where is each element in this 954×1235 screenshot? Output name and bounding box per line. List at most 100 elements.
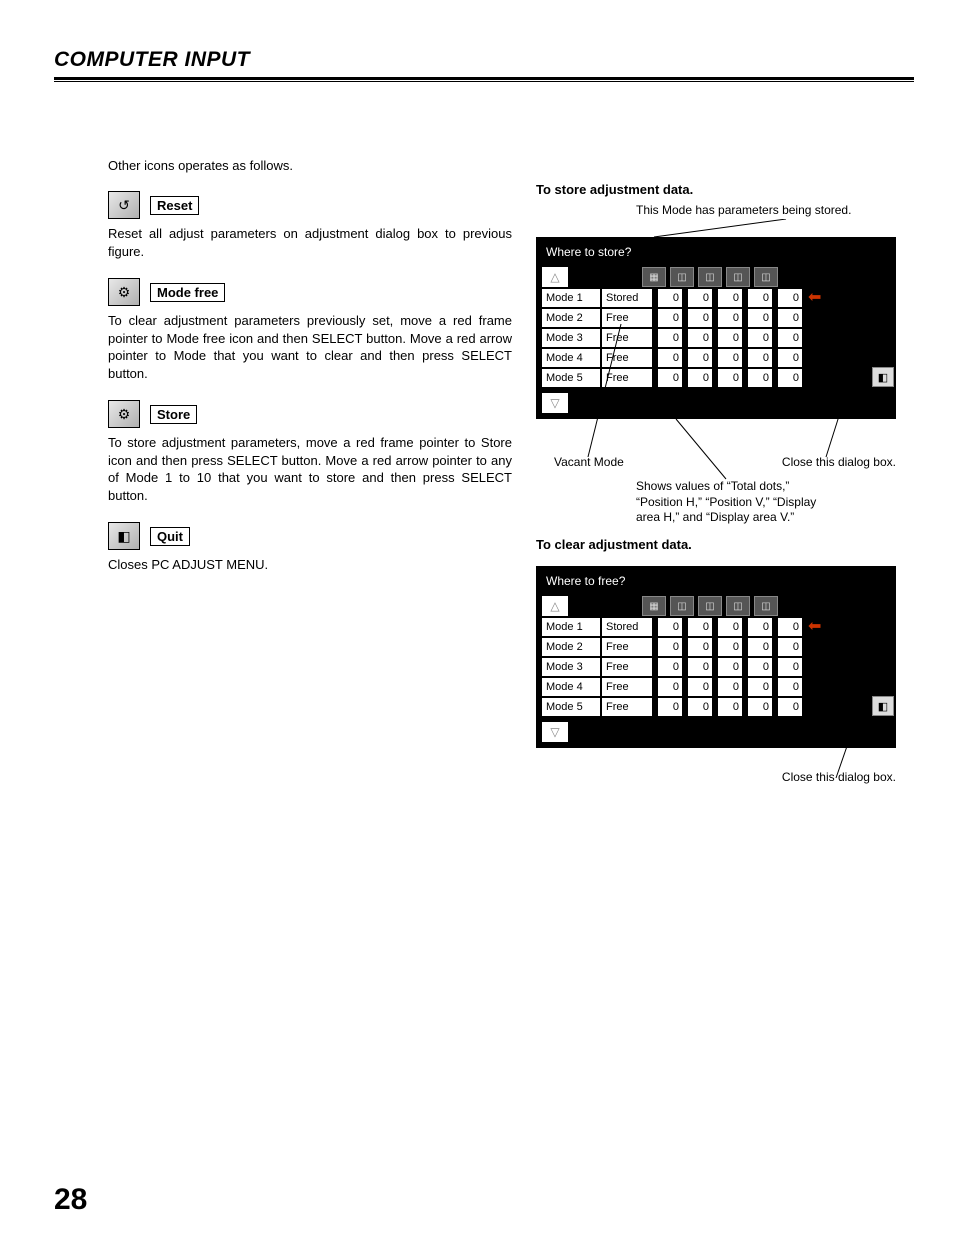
mode-value-cell: 0 xyxy=(748,349,772,367)
mode-value-cell: 0 xyxy=(778,618,802,636)
store-row: ⚙ Store xyxy=(108,400,512,428)
mode-value-cell: 0 xyxy=(748,698,772,716)
scroll-up-button[interactable]: △ xyxy=(542,267,568,287)
callout-stored-mode: This Mode has parameters being stored. xyxy=(636,203,896,217)
mode-row[interactable]: Mode 3Free00000 xyxy=(540,329,892,347)
mode-row[interactable]: Mode 1Stored00000⬅ xyxy=(540,289,892,307)
column-header-icon: ▦ xyxy=(642,596,666,616)
store-desc: To store adjustment parameters, move a r… xyxy=(108,434,512,504)
mode-status-cell: Free xyxy=(602,369,652,387)
mode-name-cell: Mode 5 xyxy=(542,698,600,716)
mode-status-cell: Stored xyxy=(602,289,652,307)
mode-value-cell: 0 xyxy=(688,349,712,367)
mode-value-cell: 0 xyxy=(748,289,772,307)
scroll-up-button[interactable]: △ xyxy=(542,596,568,616)
close-dialog-icon[interactable]: ◧ xyxy=(872,696,894,716)
mode-value-cell: 0 xyxy=(688,369,712,387)
mode-value-cell: 0 xyxy=(778,698,802,716)
mode-row[interactable]: Mode 4Free00000 xyxy=(540,678,892,696)
mode-value-cell: 0 xyxy=(748,658,772,676)
mode-name-cell: Mode 5 xyxy=(542,369,600,387)
column-header-icon: ◫ xyxy=(698,596,722,616)
column-header-icon: ◫ xyxy=(698,267,722,287)
mode-status-cell: Free xyxy=(602,638,652,656)
mode-value-cell: 0 xyxy=(748,638,772,656)
mode-status-cell: Free xyxy=(602,329,652,347)
mode-value-cell: 0 xyxy=(748,309,772,327)
reset-desc: Reset all adjust parameters on adjustmen… xyxy=(108,225,512,260)
mode-name-cell: Mode 4 xyxy=(542,349,600,367)
clear-dialog: Where to free? △ ▦◫◫◫◫ Mode 1Stored00000… xyxy=(536,566,896,748)
scroll-down-button[interactable]: ▽ xyxy=(542,722,568,742)
page-title: COMPUTER INPUT xyxy=(54,48,914,75)
mode-value-cell: 0 xyxy=(688,289,712,307)
mode-name-cell: Mode 1 xyxy=(542,618,600,636)
mode-status-cell: Free xyxy=(602,349,652,367)
mode-value-cell: 0 xyxy=(778,638,802,656)
mode-status-cell: Free xyxy=(602,658,652,676)
mode-free-label: Mode free xyxy=(150,283,225,302)
mode-value-cell: 0 xyxy=(718,329,742,347)
mode-value-cell: 0 xyxy=(778,658,802,676)
column-header-icon: ◫ xyxy=(754,596,778,616)
clear-section-title: To clear adjustment data. xyxy=(536,537,896,552)
store-label: Store xyxy=(150,405,197,424)
selection-arrow-icon: ⬅ xyxy=(808,291,821,305)
mode-value-cell: 0 xyxy=(658,618,682,636)
close-dialog-icon[interactable]: ◧ xyxy=(872,367,894,387)
mode-row[interactable]: Mode 2Free00000 xyxy=(540,309,892,327)
right-column: To store adjustment data. This Mode has … xyxy=(536,182,896,788)
quit-icon: ◧ xyxy=(108,522,140,550)
mode-value-cell: 0 xyxy=(688,658,712,676)
store-icon: ⚙ xyxy=(108,400,140,428)
mode-value-cell: 0 xyxy=(688,329,712,347)
dialog-header-row: △ ▦◫◫◫◫ xyxy=(540,596,892,616)
store-callouts: Vacant Mode Close this dialog box. Shows… xyxy=(536,419,896,509)
left-column: Other icons operates as follows. ↺ Reset… xyxy=(108,158,512,592)
column-header-icon: ◫ xyxy=(726,267,750,287)
mode-value-cell: 0 xyxy=(688,618,712,636)
mode-value-cell: 0 xyxy=(658,349,682,367)
mode-value-cell: 0 xyxy=(718,678,742,696)
mode-name-cell: Mode 1 xyxy=(542,289,600,307)
reset-label: Reset xyxy=(150,196,199,215)
mode-row[interactable]: Mode 4Free00000 xyxy=(540,349,892,367)
rule-thin xyxy=(54,81,914,82)
scroll-down-button[interactable]: ▽ xyxy=(542,393,568,413)
mode-value-cell: 0 xyxy=(658,329,682,347)
mode-row[interactable]: Mode 5Free00000◧ xyxy=(540,698,892,716)
mode-value-cell: 0 xyxy=(658,289,682,307)
store-dialog-title: Where to store? xyxy=(540,241,892,267)
mode-status-cell: Free xyxy=(602,309,652,327)
mode-value-cell: 0 xyxy=(718,658,742,676)
mode-value-cell: 0 xyxy=(658,309,682,327)
callout-values: Shows values of “Total dots,” “Position … xyxy=(636,479,836,526)
selection-arrow-icon: ⬅ xyxy=(808,620,821,634)
mode-value-cell: 0 xyxy=(718,369,742,387)
mode-value-cell: 0 xyxy=(718,289,742,307)
mode-row[interactable]: Mode 5Free00000◧ xyxy=(540,369,892,387)
mode-value-cell: 0 xyxy=(778,309,802,327)
intro-text: Other icons operates as follows. xyxy=(108,158,512,173)
store-section-title: To store adjustment data. xyxy=(536,182,896,197)
mode-value-cell: 0 xyxy=(778,349,802,367)
mode-value-cell: 0 xyxy=(718,309,742,327)
mode-name-cell: Mode 2 xyxy=(542,638,600,656)
column-header-icon: ◫ xyxy=(670,596,694,616)
mode-status-cell: Free xyxy=(602,678,652,696)
clear-dialog-title: Where to free? xyxy=(540,570,892,596)
mode-value-cell: 0 xyxy=(748,329,772,347)
mode-value-cell: 0 xyxy=(778,369,802,387)
rule-thick xyxy=(54,77,914,80)
callout-close-clear: Close this dialog box. xyxy=(782,770,896,784)
callout-vacant: Vacant Mode xyxy=(554,455,624,469)
mode-row[interactable]: Mode 3Free00000 xyxy=(540,658,892,676)
mode-free-icon: ⚙ xyxy=(108,278,140,306)
mode-name-cell: Mode 2 xyxy=(542,309,600,327)
mode-value-cell: 0 xyxy=(658,658,682,676)
mode-value-cell: 0 xyxy=(778,678,802,696)
mode-row[interactable]: Mode 1Stored00000⬅ xyxy=(540,618,892,636)
mode-row[interactable]: Mode 2Free00000 xyxy=(540,638,892,656)
mode-name-cell: Mode 4 xyxy=(542,678,600,696)
mode-value-cell: 0 xyxy=(688,309,712,327)
